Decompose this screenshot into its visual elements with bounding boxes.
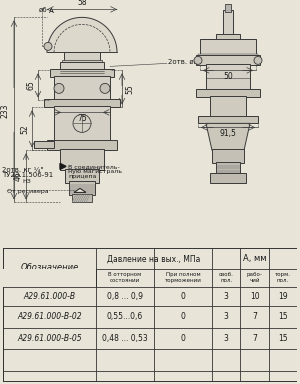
Circle shape: [44, 42, 52, 50]
Bar: [54, 106, 110, 141]
Text: В соединитель-: В соединитель-: [68, 164, 120, 169]
Text: Давление на вых., МПа: Давление на вых., МПа: [107, 254, 201, 263]
Text: Обозначение: Обозначение: [20, 263, 79, 272]
Text: НЗ: НЗ: [22, 179, 31, 184]
Bar: [62, 65, 102, 66]
Text: А29.61.000-В: А29.61.000-В: [23, 292, 75, 301]
Bar: [196, 55, 260, 65]
Bar: [3, 269, 96, 286]
Bar: [198, 116, 258, 123]
Text: 3: 3: [224, 312, 229, 321]
Text: В отторном
состоянии: В отторном состоянии: [108, 272, 142, 283]
Bar: [47, 141, 117, 151]
Text: 91,5: 91,5: [220, 129, 236, 138]
Text: 0: 0: [181, 312, 185, 321]
Text: прицепа: прицепа: [68, 174, 96, 179]
Text: А29.61.000-В-02: А29.61.000-В-02: [17, 312, 82, 321]
Bar: [198, 58, 258, 60]
Bar: [212, 149, 244, 163]
Text: 52: 52: [20, 124, 29, 134]
Text: 0,55...0,6: 0,55...0,6: [107, 312, 143, 321]
Bar: [64, 52, 100, 62]
Text: 233: 233: [1, 103, 10, 118]
Bar: [198, 55, 258, 56]
Bar: [34, 141, 54, 148]
Text: 0: 0: [181, 334, 185, 343]
Text: 50: 50: [223, 72, 233, 81]
Bar: [210, 96, 246, 118]
Bar: [216, 35, 240, 40]
Text: 19: 19: [278, 292, 288, 301]
Text: 7: 7: [252, 312, 257, 321]
Text: торм.
пол.: торм. пол.: [275, 272, 291, 283]
Bar: [69, 181, 95, 195]
Text: А, мм: А, мм: [243, 254, 266, 263]
Polygon shape: [74, 189, 86, 192]
Circle shape: [254, 56, 262, 65]
Bar: [72, 194, 92, 202]
Polygon shape: [206, 123, 250, 151]
Text: рабо-
чий: рабо- чий: [247, 272, 262, 283]
Text: 75: 75: [77, 114, 87, 123]
Polygon shape: [47, 17, 117, 52]
Bar: [225, 4, 231, 12]
Text: 55: 55: [125, 84, 134, 94]
Bar: [200, 40, 256, 55]
Text: 3: 3: [224, 334, 229, 343]
Text: 0,8 ... 0,9: 0,8 ... 0,9: [107, 292, 143, 301]
Text: ную магистраль: ную магистраль: [68, 169, 122, 174]
Bar: [50, 70, 114, 78]
Circle shape: [194, 56, 202, 65]
Text: ø6: ø6: [39, 7, 48, 12]
Text: 15: 15: [278, 312, 288, 321]
Text: 0: 0: [181, 292, 185, 301]
Circle shape: [100, 83, 110, 93]
Circle shape: [54, 83, 64, 93]
Text: А29.61.000-В-05: А29.61.000-В-05: [17, 334, 82, 343]
Bar: [216, 162, 240, 175]
Bar: [62, 62, 102, 65]
Bar: [62, 60, 102, 62]
Text: 2отв. кг ¼": 2отв. кг ¼": [2, 166, 44, 172]
Text: 0,48 ... 0,53: 0,48 ... 0,53: [102, 334, 148, 343]
Text: При полном
торможении: При полном торможении: [165, 272, 202, 283]
Bar: [60, 149, 104, 170]
Text: От ресивера: От ресивера: [7, 189, 49, 194]
Bar: [60, 62, 104, 70]
Text: 58: 58: [77, 0, 87, 7]
Bar: [54, 76, 110, 100]
Polygon shape: [60, 163, 66, 169]
Text: 10: 10: [250, 292, 260, 301]
Bar: [223, 10, 233, 35]
Bar: [65, 169, 99, 184]
Bar: [44, 99, 120, 108]
Text: своб.
пол.: своб. пол.: [219, 272, 234, 283]
Bar: [206, 65, 250, 90]
Text: 7: 7: [252, 334, 257, 343]
Text: 65: 65: [26, 81, 35, 90]
Text: ТУ23.1.506-91: ТУ23.1.506-91: [2, 172, 53, 179]
Bar: [198, 56, 258, 58]
Text: 46: 46: [14, 172, 23, 181]
Text: 2отв. øН: 2отв. øН: [168, 58, 199, 65]
Text: A: A: [49, 8, 54, 14]
Text: 3: 3: [224, 292, 229, 301]
Text: 15: 15: [278, 334, 288, 343]
Bar: [210, 174, 246, 184]
Bar: [196, 89, 260, 98]
